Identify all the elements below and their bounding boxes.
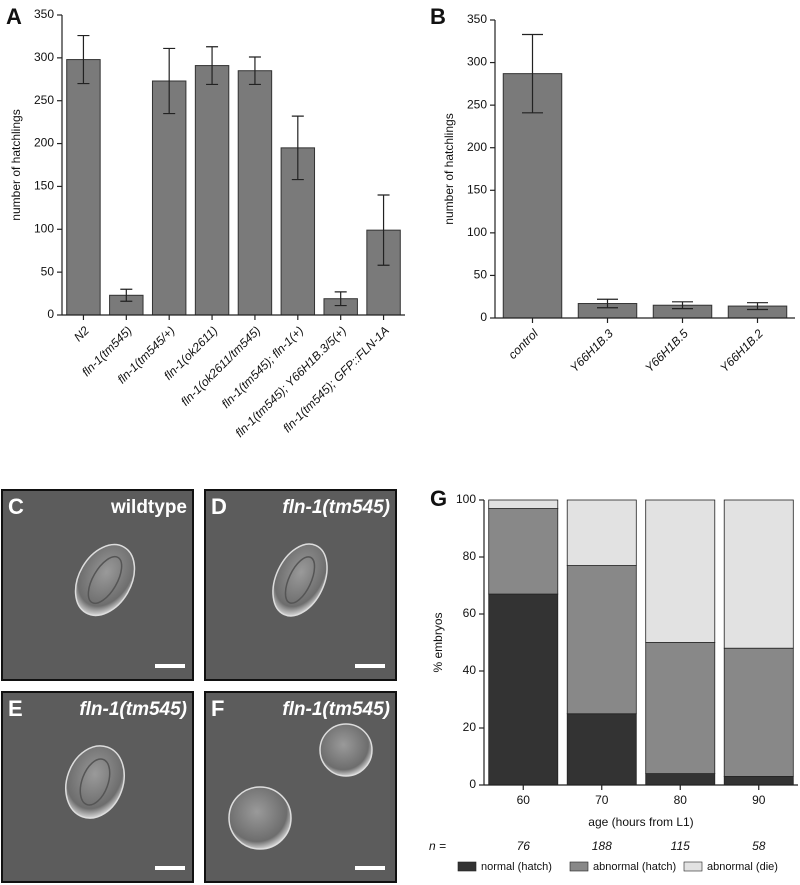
bar-segment bbox=[645, 773, 716, 786]
x-tick-label: fln-1(ok2611/tm545) bbox=[178, 323, 263, 408]
y-tick-label: 250 bbox=[467, 97, 487, 111]
x-tick-label: Y66H1B.3 bbox=[567, 326, 616, 375]
bar-segment bbox=[645, 642, 716, 775]
bar-segment bbox=[566, 499, 637, 566]
x-tick-label: control bbox=[505, 326, 541, 362]
y-tick-label: 20 bbox=[463, 720, 477, 734]
bar bbox=[151, 80, 187, 316]
y-tick-label: 80 bbox=[463, 549, 477, 563]
y-tick-label: 100 bbox=[467, 225, 487, 239]
panel-letter: D bbox=[211, 494, 227, 519]
panel-letter: A bbox=[6, 4, 22, 29]
error-bar bbox=[747, 302, 768, 311]
y-tick-label: 200 bbox=[467, 140, 487, 154]
error-bar bbox=[291, 115, 304, 181]
legend-swatch bbox=[569, 861, 589, 872]
image-label: fln-1(tm545) bbox=[282, 497, 390, 518]
bar-segment bbox=[723, 499, 794, 649]
x-tick-label: N2 bbox=[71, 323, 92, 344]
y-tick-label: 350 bbox=[467, 12, 487, 26]
panel-letter: B bbox=[430, 4, 446, 29]
y-tick-label: 60 bbox=[463, 606, 477, 620]
image-label: fln-1(tm545) bbox=[282, 699, 390, 720]
n-value: 76 bbox=[517, 839, 531, 853]
x-tick-label: 80 bbox=[674, 793, 688, 807]
bar-segment bbox=[566, 565, 637, 715]
n-value: 188 bbox=[592, 839, 612, 853]
y-tick-label: 0 bbox=[480, 310, 487, 324]
y-tick-label: 0 bbox=[469, 777, 476, 791]
panel-letter: C bbox=[8, 494, 24, 519]
y-tick-label: 100 bbox=[34, 221, 54, 235]
x-axis-label: age (hours from L1) bbox=[588, 815, 693, 829]
error-bar bbox=[334, 291, 347, 307]
bar-segment bbox=[645, 499, 716, 643]
image-c: C wildtype bbox=[1, 489, 194, 681]
bar-segment bbox=[566, 713, 637, 786]
image-d: D fln-1(tm545) bbox=[204, 489, 397, 681]
y-tick-label: 300 bbox=[34, 50, 54, 64]
bar bbox=[66, 59, 101, 316]
y-tick-label: 0 bbox=[47, 307, 54, 321]
y-axis-label: number of hatchlings bbox=[9, 109, 23, 220]
error-bar bbox=[120, 288, 133, 302]
y-tick-label: 200 bbox=[34, 136, 54, 150]
y-tick-label: 250 bbox=[34, 93, 54, 107]
bar bbox=[194, 65, 230, 316]
x-tick-label: 70 bbox=[595, 793, 609, 807]
image-label: fln-1(tm545) bbox=[79, 699, 187, 720]
y-tick-label: 300 bbox=[467, 55, 487, 69]
error-bar bbox=[248, 56, 261, 86]
y-tick-label: 350 bbox=[34, 7, 54, 21]
error-bar bbox=[597, 298, 618, 309]
x-tick-label: Y66H1B.2 bbox=[717, 326, 766, 375]
bar-segment bbox=[488, 593, 559, 786]
panel-letter: E bbox=[8, 696, 23, 721]
bar-segment bbox=[723, 647, 794, 777]
error-bar bbox=[163, 47, 176, 115]
image-label: wildtype bbox=[110, 497, 187, 518]
legend-swatch bbox=[457, 861, 477, 872]
error-bar bbox=[522, 33, 543, 114]
y-tick-label: 50 bbox=[41, 264, 55, 278]
y-axis-label: number of hatchlings bbox=[442, 113, 456, 224]
image-e: E fln-1(tm545) bbox=[1, 691, 194, 883]
bar bbox=[366, 229, 401, 316]
x-tick-label: 60 bbox=[517, 793, 531, 807]
legend-swatch bbox=[683, 861, 703, 872]
y-tick-label: 40 bbox=[463, 663, 477, 677]
y-axis-label: % embryos bbox=[431, 612, 445, 672]
bar-segment bbox=[488, 508, 559, 595]
image-f: F fln-1(tm545) bbox=[204, 691, 397, 883]
error-bar bbox=[206, 46, 219, 86]
error-bar bbox=[672, 301, 693, 310]
bar-segment bbox=[723, 776, 794, 786]
x-tick-label: 90 bbox=[752, 793, 766, 807]
error-bar bbox=[77, 34, 90, 85]
y-tick-label: 100 bbox=[456, 492, 476, 506]
y-tick-label: 50 bbox=[474, 268, 488, 282]
n-value: 115 bbox=[671, 839, 690, 853]
legend-label: abnormal (die) bbox=[707, 861, 778, 873]
panel-letter: F bbox=[211, 696, 224, 721]
n-value: 58 bbox=[752, 839, 766, 853]
panel-letter: G bbox=[430, 486, 447, 511]
legend-label: abnormal (hatch) bbox=[593, 861, 676, 873]
bar-segment bbox=[488, 499, 559, 509]
n-label: n = bbox=[429, 839, 446, 853]
y-tick-label: 150 bbox=[34, 179, 54, 193]
legend-label: normal (hatch) bbox=[481, 861, 552, 873]
error-bar bbox=[377, 194, 390, 266]
x-tick-label: fln-1(tm545); fln-1(+) bbox=[219, 323, 306, 410]
y-tick-label: 150 bbox=[467, 182, 487, 196]
x-tick-label: Y66H1B.5 bbox=[642, 326, 691, 375]
bar bbox=[237, 70, 273, 316]
